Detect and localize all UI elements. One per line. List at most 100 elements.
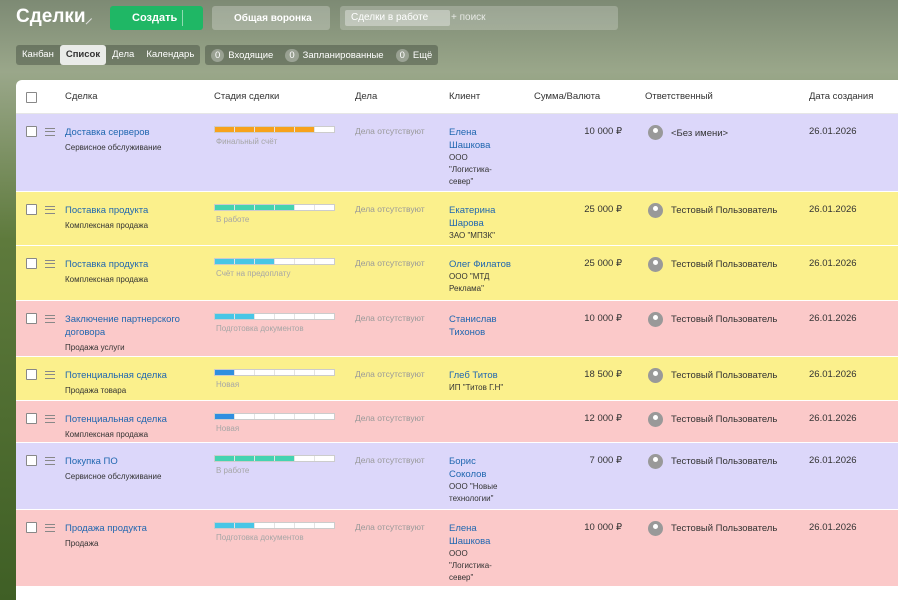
responsible[interactable]: Тестовый Пользователь	[671, 314, 778, 325]
client-name[interactable]: Екатерина Шарова	[449, 205, 496, 229]
stage-bar[interactable]	[214, 258, 335, 265]
row-menu[interactable]	[45, 315, 55, 323]
row-menu[interactable]	[45, 260, 55, 268]
deal-type: Продажа	[65, 539, 99, 548]
column-header[interactable]: Дела	[355, 91, 378, 102]
filter-tag[interactable]: Сделки в работе	[345, 10, 451, 26]
column-header[interactable]: Сумма/Валюта	[534, 91, 601, 102]
funnel-label: Общая воронка	[234, 12, 312, 24]
counter[interactable]: 0 Ещё	[395, 48, 432, 62]
row-menu[interactable]	[45, 371, 55, 379]
row-menu[interactable]	[45, 206, 55, 214]
activities: Дела отсутствуют	[355, 522, 425, 532]
client-name[interactable]: Глеб Титов	[449, 370, 498, 381]
column-header[interactable]: Ответственный	[645, 91, 713, 102]
avatar	[648, 521, 663, 536]
view-tab[interactable]: Дела	[112, 49, 135, 60]
client-name[interactable]: Борис Соколов	[449, 456, 487, 480]
stage-bar[interactable]	[214, 455, 335, 462]
stage-bar[interactable]	[214, 204, 335, 211]
row-menu[interactable]	[45, 128, 55, 136]
stage-bar[interactable]	[214, 413, 335, 420]
deal-name[interactable]: Заключение партнерского договора	[65, 314, 180, 338]
deal-cell: Доставка серверов Сервисное обслуживание	[65, 126, 200, 153]
responsible[interactable]: <Без имени>	[671, 128, 729, 139]
column-header[interactable]: Сделка	[65, 91, 98, 102]
client-name[interactable]: Елена Шашкова	[449, 523, 491, 547]
deal-name[interactable]: Поставка продукта	[65, 205, 149, 216]
client-name[interactable]: Олег Филатов	[449, 259, 511, 270]
deal-name[interactable]: Потенциальная сделка	[65, 370, 167, 381]
avatar	[648, 368, 663, 383]
client-name[interactable]: Станислав Тихонов	[449, 314, 497, 338]
column-header[interactable]: Дата создания	[809, 91, 874, 102]
row-menu[interactable]	[45, 524, 55, 532]
row-menu[interactable]	[45, 415, 55, 423]
stage-segment	[215, 314, 234, 319]
created-date: 26.01.2026	[809, 313, 857, 324]
stage-bar[interactable]	[214, 522, 335, 529]
column-header[interactable]: Стадия сделки	[214, 91, 280, 102]
grid-header: Сделка Стадия сделки Дела Клиент Сумма/Валют…	[16, 80, 898, 114]
client-name[interactable]: Елена Шашкова	[449, 127, 491, 151]
stage-segment	[254, 523, 274, 528]
row-checkbox[interactable]	[26, 258, 37, 269]
stage-segment	[314, 314, 334, 319]
avatar	[648, 257, 663, 272]
deal-row: Покупка ПО Сервисное обслуживание В работе…	[16, 443, 898, 510]
row-checkbox[interactable]	[26, 313, 37, 324]
stage-segment	[294, 314, 314, 319]
row-menu[interactable]	[45, 457, 55, 465]
client-cell: Станислав Тихонов	[449, 313, 511, 339]
created-date: 26.01.2026	[809, 369, 857, 380]
stage-bar[interactable]	[214, 126, 335, 133]
view-tab[interactable]: Список	[59, 45, 107, 65]
search-box[interactable]: Сделки в работе + поиск	[340, 6, 618, 30]
row-checkbox[interactable]	[26, 369, 37, 380]
responsible[interactable]: Тестовый Пользователь	[671, 205, 778, 216]
deal-name[interactable]: Поставка продукта	[65, 259, 149, 270]
stage-bar[interactable]	[214, 313, 335, 320]
row-checkbox[interactable]	[26, 126, 37, 137]
stage-segment	[294, 127, 314, 132]
responsible[interactable]: Тестовый Пользователь	[671, 259, 778, 270]
column-header[interactable]: Клиент	[449, 91, 481, 102]
stage-segment	[234, 127, 254, 132]
row-checkbox[interactable]	[26, 455, 37, 466]
stage-segment	[294, 205, 314, 210]
amount: 10 000 ₽	[584, 522, 622, 533]
responsible[interactable]: Тестовый Пользователь	[671, 523, 778, 534]
client-company: ИП "Титов Г.Н"	[449, 383, 504, 392]
responsible[interactable]: Тестовый Пользователь	[671, 370, 778, 381]
funnel-select[interactable]: Общая воронка	[212, 6, 330, 30]
stage-segment	[274, 259, 294, 264]
view-tab[interactable]: Календарь	[146, 49, 195, 60]
row-checkbox[interactable]	[26, 522, 37, 533]
stage-bar[interactable]	[214, 369, 335, 376]
deal-row: Поставка продукта Комплексная продажа Счёт…	[16, 246, 898, 301]
deal-cell: Заключение партнерского договора Продажа …	[65, 313, 200, 353]
counter[interactable]: 0 Входящие	[211, 48, 273, 62]
stage-segment	[314, 205, 334, 210]
select-all[interactable]	[26, 92, 37, 103]
created-date: 26.01.2026	[809, 204, 857, 215]
stage-segment	[215, 205, 234, 210]
counter[interactable]: 0 Запланированные	[285, 48, 384, 62]
row-checkbox[interactable]	[26, 413, 37, 424]
client-company: ООО "Новые технологии"	[449, 482, 498, 503]
responsible[interactable]: Тестовый Пользователь	[671, 414, 778, 425]
stage-name: В работе	[216, 215, 250, 224]
deal-name[interactable]: Продажа продукта	[65, 523, 147, 534]
client-company: ООО "МТД Реклама"	[449, 272, 490, 293]
create-button[interactable]: Создать	[110, 6, 203, 30]
deal-name[interactable]: Покупка ПО	[65, 456, 118, 467]
responsible[interactable]: Тестовый Пользователь	[671, 456, 778, 467]
deal-name[interactable]: Потенциальная сделка	[65, 414, 167, 425]
stage-name: Новая	[216, 380, 240, 389]
stage-segment	[274, 127, 294, 132]
row-checkbox[interactable]	[26, 204, 37, 215]
created-date: 26.01.2026	[809, 126, 857, 137]
view-tab[interactable]: Канбан	[22, 49, 54, 60]
deal-name[interactable]: Доставка серверов	[65, 127, 150, 138]
